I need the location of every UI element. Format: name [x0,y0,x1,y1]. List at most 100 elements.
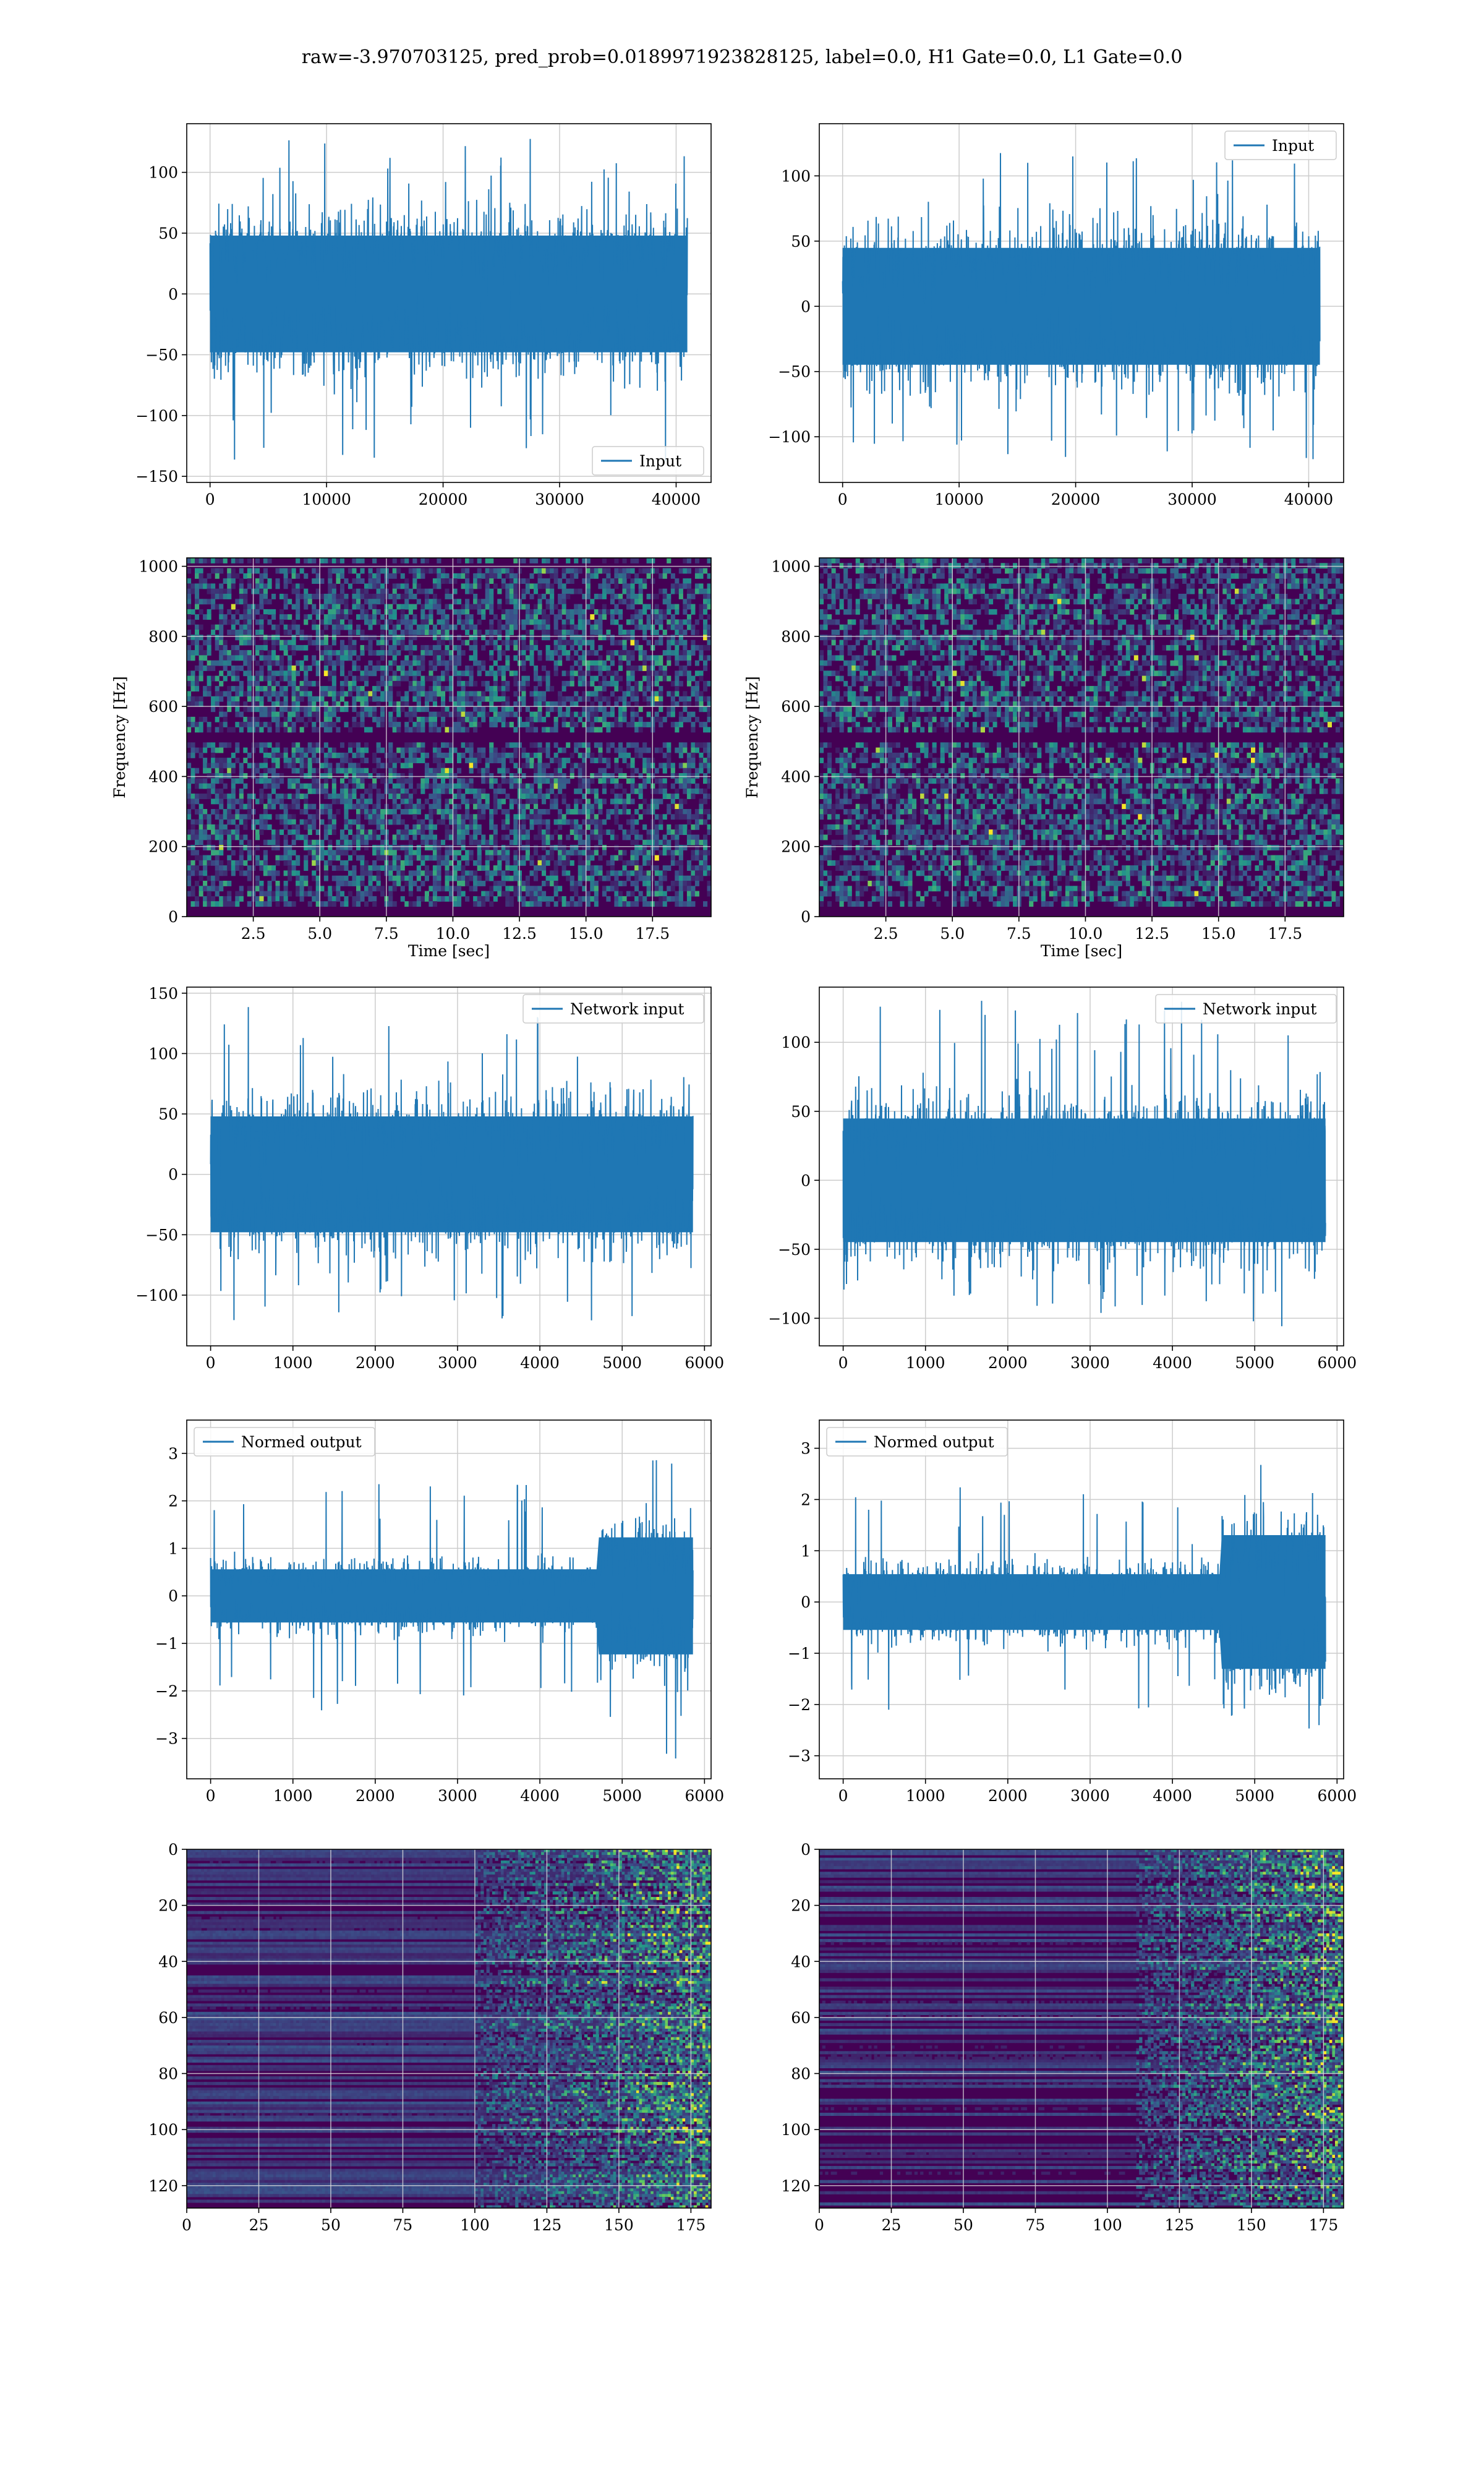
axes-frame [186,557,712,917]
x-tick-label: 7.5 [1007,925,1031,943]
x-tick-label: 0 [205,490,215,508]
y-tick-label: 400 [148,768,178,785]
y-tick-label: 50 [791,233,811,250]
x-tick-label: 5.0 [940,925,965,943]
x-tick-label: 125 [532,2216,562,2234]
y-tick-label: 150 [148,985,178,1003]
y-tick-label: 200 [781,838,811,856]
x-tick-label: 2.5 [241,925,266,943]
subplot-spec-left: 2.5 5.0 7.5 10.0 12.5 15.0 17.5 0 200 400 600 800 10… [111,557,712,960]
x-tick-label: 5000 [1235,1354,1274,1372]
y-tick-label: 20 [791,1897,811,1915]
y-tick-label: 0 [168,1587,178,1605]
y-tick-label: 40 [791,1953,811,1971]
subplot-input-left: Input 0 10000 20000 30000 40000 −150 −100 −50 0 50… [135,123,712,508]
x-tick-label: 17.5 [1268,925,1302,943]
y-tick-label: 60 [791,2009,811,2027]
y-tick-label: 0 [168,1166,178,1184]
x-tick-label: 5000 [602,1354,642,1372]
y-tick-label: 2 [801,1491,811,1509]
y-tick-label: 800 [148,628,178,646]
series-line [210,1460,694,1759]
y-tick-label: −50 [778,1241,811,1259]
y-axis-label: Frequency [Hz] [111,676,129,798]
y-tick-label: 100 [148,1045,178,1063]
y-tick-label: 600 [781,698,811,716]
x-tick-label: 75 [1026,2216,1046,2234]
x-tick-label: 30000 [1167,490,1217,508]
legend: Normed output [826,1427,1008,1457]
y-tick-label: −100 [768,428,811,446]
subplot-norm-left: Normed output 0 1000 2000 3000 4000 5000 6000 −3… [155,1419,725,1805]
x-tick-label: 2000 [988,1787,1028,1805]
y-tick-label: −2 [788,1696,811,1714]
x-tick-label: 10000 [302,490,351,508]
y-tick-label: −1 [155,1635,178,1653]
y-tick-label: 120 [781,2177,811,2195]
y-tick-label: 200 [148,838,178,856]
x-tick-label: 20000 [1051,490,1101,508]
figure-suptitle: raw=-3.970703125, pred_prob=0.0189971923… [302,46,1183,68]
subplot-spec-right: 2.5 5.0 7.5 10.0 12.5 15.0 17.5 0 200 400 600 800 10… [743,557,1344,960]
x-tick-label: 4000 [520,1354,560,1372]
x-tick-label: 0 [838,1787,848,1805]
x-tick-label: 2000 [356,1354,395,1372]
legend-label: Normed output [874,1433,994,1451]
y-tick-label: 0 [801,908,811,926]
x-tick-label: 100 [1093,2216,1122,2234]
series-line [842,1465,1326,1729]
x-tick-label: 1000 [273,1787,313,1805]
y-tick-label: 100 [781,2121,811,2139]
x-tick-label: 1000 [273,1354,313,1372]
axes-frame [186,1419,712,1779]
subplot-input-right: Input 0 10000 20000 30000 40000 −100 −50 0 50 100 [768,123,1344,508]
y-tick-label: 50 [791,1103,811,1121]
plot-area [819,987,1344,1346]
y-tick-label: 100 [781,1034,811,1051]
x-tick-label: 0 [206,1354,216,1372]
axes-frame [819,1419,1344,1779]
y-tick-label: 600 [148,698,178,716]
x-tick-label: 3000 [1070,1787,1110,1805]
axes-frame [819,123,1344,483]
y-tick-label: −100 [768,1309,811,1327]
plot-area [187,1849,711,2208]
x-tick-label: 2.5 [874,925,898,943]
plot-area [187,124,711,482]
x-tick-label: 5.0 [307,925,332,943]
plot-area [187,558,711,917]
x-tick-label: 50 [321,2216,341,2234]
legend: Network input [522,994,704,1024]
y-tick-label: −100 [135,1286,178,1304]
y-tick-label: 1000 [139,558,178,576]
y-tick-label: 0 [801,297,811,315]
x-tick-label: 2000 [988,1354,1028,1372]
legend: Input [1224,131,1337,160]
x-tick-label: 6000 [685,1787,725,1805]
y-tick-label: 60 [158,2009,178,2027]
y-tick-label: 0 [168,285,178,303]
y-tick-label: 3 [801,1440,811,1458]
legend: Normed output [194,1427,375,1457]
x-tick-label: 15.0 [1201,925,1236,943]
x-tick-label: 3000 [1070,1354,1110,1372]
axes-frame [819,557,1344,917]
x-axis-label: Time [sec] [408,942,490,960]
x-axis-label: Time [sec] [1041,942,1122,960]
plot-area [819,124,1344,482]
x-tick-label: 4000 [520,1787,560,1805]
x-tick-label: 15.0 [569,925,603,943]
x-tick-label: 6000 [1318,1354,1357,1372]
y-tick-label: −50 [145,346,178,364]
y-tick-label: 400 [781,768,811,785]
x-tick-label: 6000 [1318,1787,1357,1805]
x-tick-label: 6000 [685,1354,725,1372]
y-tick-label: 800 [781,628,811,646]
x-tick-label: 10000 [934,490,984,508]
y-tick-label: −3 [788,1747,811,1765]
y-tick-label: 0 [801,1841,811,1859]
x-tick-label: 75 [393,2216,413,2234]
x-tick-label: 3000 [438,1354,477,1372]
